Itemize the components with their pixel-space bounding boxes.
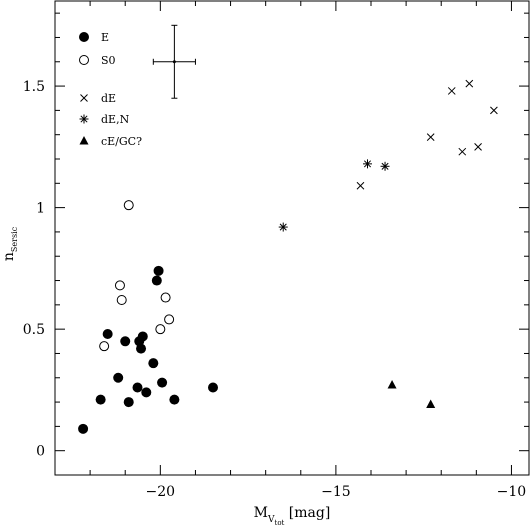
data-point: [160, 292, 171, 303]
y-axis-label-sub: Sersic: [10, 226, 19, 252]
x-tick-label: −20: [146, 484, 176, 500]
legend-marker: [80, 94, 88, 102]
x-axis-label: MVtot [mag]: [254, 505, 331, 526]
x-axis-label-sub1: V: [267, 515, 275, 525]
tick-labels: −20 −15 −10 0 0.5 1 1.5: [23, 79, 526, 500]
x-tick-label: −15: [321, 484, 351, 500]
data-point: [465, 79, 474, 88]
data-point: [157, 377, 168, 388]
legend-label: cE/GC?: [101, 135, 142, 148]
legend-marker: [79, 136, 89, 145]
data-point: [123, 200, 134, 211]
legend-label: dE,N: [101, 113, 130, 126]
data-point: [137, 331, 148, 342]
legend-marker: [79, 55, 89, 65]
data-point: [153, 265, 164, 276]
axis-ticks: [54, 1, 529, 476]
legend-marker: [79, 32, 89, 42]
y-tick-label: 1.5: [23, 79, 45, 95]
legend: E S0 dE dE,N cE/GC?: [79, 31, 142, 148]
data-point: [278, 222, 288, 232]
data-point: [132, 382, 143, 393]
data-point: [114, 280, 125, 291]
data-point: [490, 106, 498, 115]
data-point: [151, 275, 162, 286]
data-point: [164, 314, 175, 325]
data-point: [362, 159, 372, 169]
error-bar: [152, 24, 196, 99]
data-point: [474, 142, 482, 151]
y-axis-label-main: n: [1, 252, 17, 261]
data-point: [458, 147, 467, 156]
data-point: [380, 161, 390, 171]
data-point: [148, 358, 159, 369]
legend-label: E: [101, 31, 109, 44]
data-point: [141, 387, 152, 398]
x-axis-label-main: M: [254, 505, 268, 521]
data-point: [123, 397, 134, 408]
x-tick-label: −10: [497, 484, 527, 500]
plot-frame: [54, 0, 530, 476]
y-tick-label: 1: [36, 201, 45, 217]
data-point: [426, 399, 436, 409]
y-tick-label: 0: [36, 444, 45, 460]
x-axis-label-sub2: tot: [275, 519, 285, 526]
data-point: [169, 394, 180, 405]
y-tick-label: 0.5: [23, 322, 45, 338]
legend-label: S0: [101, 54, 116, 67]
data-point: [155, 324, 166, 335]
data-point: [78, 423, 89, 434]
data-point: [113, 372, 124, 383]
data-point: [447, 87, 456, 95]
data-point: [102, 329, 113, 340]
legend-marker: [79, 114, 89, 124]
data-point: [426, 133, 435, 141]
y-axis-label: nSersic: [1, 226, 19, 261]
data-point: [120, 336, 131, 347]
data-points: [78, 79, 498, 434]
legend-label: dE: [101, 92, 116, 105]
x-axis-label-unit: [mag]: [284, 505, 330, 521]
data-point: [95, 394, 106, 405]
data-point: [136, 343, 147, 354]
data-point: [99, 341, 110, 352]
data-point: [116, 294, 127, 305]
error-bar-center: [172, 60, 176, 64]
data-point: [208, 382, 218, 393]
data-point: [356, 181, 365, 190]
data-point: [387, 380, 397, 389]
